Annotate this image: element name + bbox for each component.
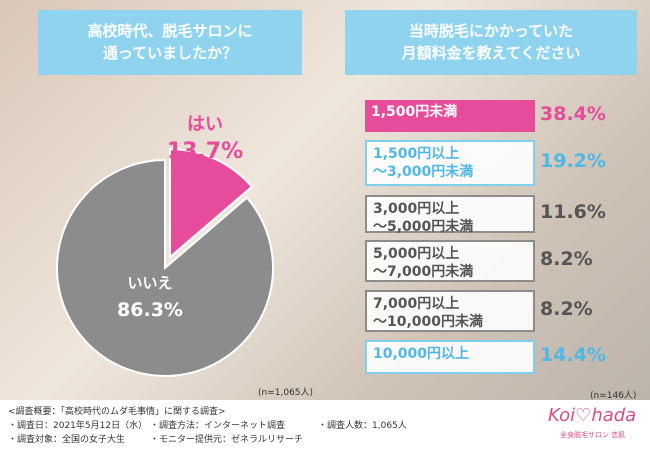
sample-size: (n=146人)	[590, 391, 637, 401]
title-banner: 当時脱毛にかかっていた 月額料金を教えてください	[345, 10, 637, 75]
logo-sub: 全身脱毛サロン 恋肌	[560, 431, 626, 439]
slice-label: いいえ	[127, 274, 172, 292]
value-label: 11.6%	[540, 201, 606, 223]
slice-label: はい	[187, 114, 223, 135]
value-label: 14.4%	[540, 344, 606, 366]
title-line: 高校時代、脱毛サロンに	[87, 22, 253, 40]
pie-chart: はい 13.7% いいえ 86.3% (n=1,065人)	[56, 114, 313, 398]
slice-value: 13.7%	[167, 139, 243, 164]
slice-value: 86.3%	[117, 299, 183, 321]
category-box: 10,000円以上	[365, 340, 535, 374]
value-label: 8.2%	[540, 248, 593, 270]
sample-size: (n=1,065人)	[258, 387, 313, 398]
pie-slice	[169, 148, 254, 260]
survey-heading: <調査概要：「高校時代のムダ毛事情」に関する調査>	[8, 407, 226, 417]
category-box: 3,000円以上 〜5,000円未満	[365, 195, 535, 235]
survey-item: ・調査日：2021年5月12日（水）	[8, 421, 148, 431]
value-label: 8.2%	[540, 298, 593, 320]
pie-slice	[56, 158, 274, 377]
category-box: 5,000円以上 〜7,000円未満	[365, 240, 535, 282]
title-line: 月額料金を教えてください	[401, 44, 581, 62]
survey-item: ・モニター提供元：ゼネラルリサーチ	[150, 435, 304, 445]
category-box: 1,500円以上 〜3,000円未満	[365, 140, 535, 186]
survey-item: ・調査対象：全国の女子大生	[8, 435, 126, 445]
footer-bg	[0, 400, 650, 450]
value-label: 19.2%	[540, 150, 606, 172]
logo: Koi♡hada	[548, 405, 637, 426]
title-banner: 高校時代、脱毛サロンに 通っていましたか？	[38, 10, 302, 75]
title-line: 通っていましたか？	[102, 44, 238, 62]
value-label: 38.4%	[540, 103, 606, 125]
category-box: 1,500円未満	[365, 100, 535, 132]
survey-item: ・調査方法：インターネット調査	[150, 421, 286, 431]
survey-item: ・調査人数：1,065人	[318, 421, 407, 431]
category-box: 7,000円以上 〜10,000円未満	[365, 290, 535, 332]
title-line: 当時脱毛にかかっていた	[408, 22, 574, 40]
